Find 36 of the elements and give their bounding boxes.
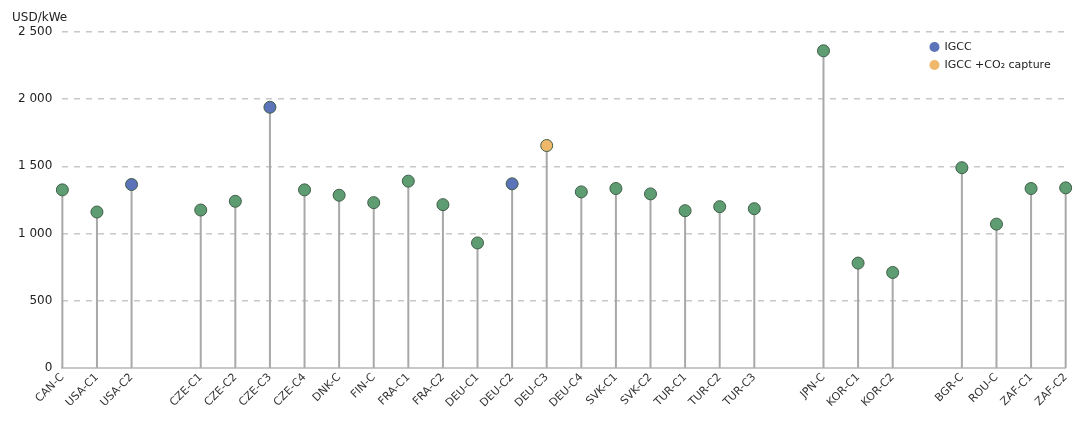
point [194, 203, 208, 217]
y-axis-title: USD/kWe [12, 10, 68, 25]
point [644, 187, 657, 201]
y-tick-label: 500 [29, 292, 53, 307]
point [55, 183, 69, 197]
point [263, 100, 277, 114]
point [125, 177, 139, 191]
point [90, 205, 104, 219]
legend-label: IGCC [944, 39, 972, 53]
point [989, 217, 1003, 231]
point [609, 182, 623, 196]
point [747, 202, 761, 216]
point [886, 265, 900, 279]
point [401, 174, 415, 188]
point [678, 204, 692, 218]
legend-label: IGCC +CO₂ capture [944, 57, 1051, 71]
point [367, 196, 381, 210]
point [1059, 181, 1073, 195]
point [540, 139, 554, 153]
y-tick-label: 1 500 [17, 158, 53, 173]
point [471, 236, 485, 250]
point [505, 177, 519, 191]
point [816, 44, 830, 58]
point [574, 185, 588, 199]
point [955, 161, 969, 175]
y-tick-label: 1 000 [17, 225, 53, 240]
y-tick-label: 2 000 [17, 91, 53, 106]
point [228, 194, 242, 208]
point [1024, 182, 1038, 196]
y-tick-label: 2 500 [17, 24, 53, 39]
point [298, 183, 312, 197]
point [332, 188, 346, 202]
y-tick-label: 0 [44, 360, 53, 375]
point [851, 256, 865, 270]
point [436, 198, 450, 212]
point [713, 200, 727, 214]
